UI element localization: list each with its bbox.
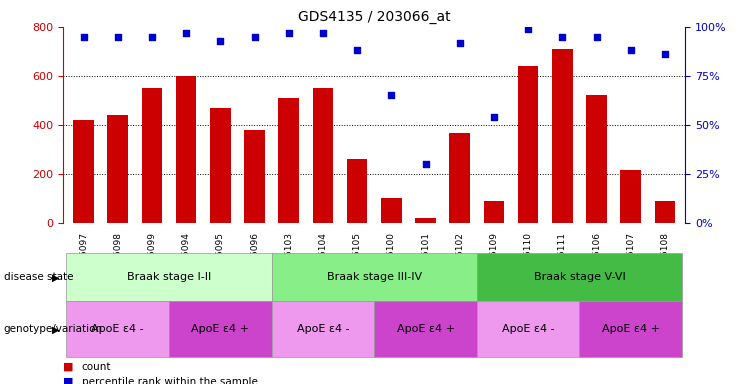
- Point: [112, 34, 124, 40]
- Point: [385, 92, 397, 98]
- Point: [488, 114, 500, 120]
- Point: [659, 51, 671, 57]
- Bar: [518, 66, 539, 223]
- Point: [180, 30, 192, 36]
- Text: Braak stage V-VI: Braak stage V-VI: [534, 272, 625, 283]
- Point: [591, 34, 602, 40]
- Point: [522, 26, 534, 32]
- Bar: [142, 88, 162, 223]
- Point: [78, 34, 90, 40]
- Bar: [279, 98, 299, 223]
- Bar: [586, 95, 607, 223]
- Text: ApoE ε4 -: ApoE ε4 -: [296, 324, 349, 334]
- Text: ApoE ε4 +: ApoE ε4 +: [602, 324, 659, 334]
- Text: genotype/variation: genotype/variation: [4, 324, 103, 334]
- Bar: [654, 201, 675, 223]
- Bar: [552, 49, 573, 223]
- Bar: [484, 201, 504, 223]
- Text: ApoE ε4 -: ApoE ε4 -: [91, 324, 144, 334]
- Bar: [210, 108, 230, 223]
- Point: [556, 34, 568, 40]
- Bar: [245, 130, 265, 223]
- Text: Braak stage I-II: Braak stage I-II: [127, 272, 211, 283]
- Text: ApoE ε4 -: ApoE ε4 -: [502, 324, 554, 334]
- Text: count: count: [82, 362, 111, 372]
- Point: [317, 30, 329, 36]
- Bar: [450, 133, 470, 223]
- Point: [351, 47, 363, 53]
- Bar: [347, 159, 368, 223]
- Point: [146, 34, 158, 40]
- Bar: [415, 218, 436, 223]
- Text: ■: ■: [63, 377, 73, 384]
- Bar: [73, 120, 94, 223]
- Point: [419, 161, 431, 167]
- Bar: [620, 170, 641, 223]
- Point: [248, 34, 260, 40]
- Point: [453, 40, 465, 46]
- Text: percentile rank within the sample: percentile rank within the sample: [82, 377, 257, 384]
- Point: [625, 47, 637, 53]
- Text: ApoE ε4 +: ApoE ε4 +: [396, 324, 454, 334]
- Text: ▶: ▶: [52, 272, 59, 283]
- Text: disease state: disease state: [4, 272, 73, 283]
- Bar: [107, 115, 128, 223]
- Bar: [381, 198, 402, 223]
- Bar: [313, 88, 333, 223]
- Text: ApoE ε4 +: ApoE ε4 +: [191, 324, 249, 334]
- Point: [214, 38, 226, 44]
- Text: ■: ■: [63, 362, 73, 372]
- Text: ▶: ▶: [52, 324, 59, 334]
- Title: GDS4135 / 203066_at: GDS4135 / 203066_at: [298, 10, 451, 25]
- Bar: [176, 76, 196, 223]
- Point: [283, 30, 295, 36]
- Text: Braak stage III-IV: Braak stage III-IV: [327, 272, 422, 283]
